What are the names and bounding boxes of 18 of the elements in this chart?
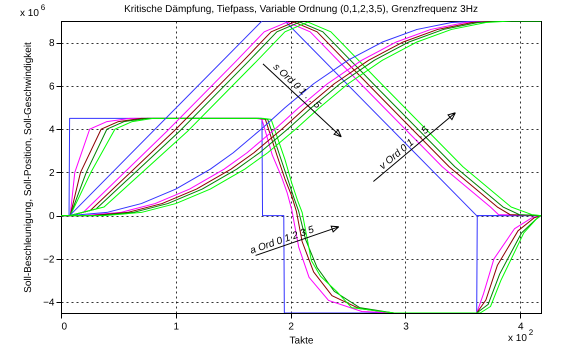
y-tick-label: 0 — [48, 211, 55, 222]
y-tick-label: −4 — [43, 298, 55, 309]
y-tick-label: 6 — [48, 81, 55, 92]
annotation: s Ord 0 1 . . 5 — [270, 62, 323, 112]
y-tick-label: 4 — [48, 124, 55, 136]
x-tick-label: 4 — [518, 322, 524, 332]
y-tick-label: 2 — [48, 168, 55, 179]
x-tick-label: 2 — [288, 322, 294, 332]
x-tick-label: 3 — [403, 322, 410, 332]
x-tick-label: 1 — [174, 322, 180, 332]
y-tick-label: −2 — [43, 254, 55, 266]
x-tick-label: 0 — [62, 322, 68, 332]
chart-title: Kritische Dämpfung, Tiefpass, Variable Ordnung (0,1,2,3,5), Grenzfrequenz 3Hz — [124, 4, 478, 15]
annotation: a Ord 0 1 2 3 5 — [248, 224, 316, 257]
annotation: v Ord 0 1 . . 5 — [378, 124, 432, 172]
y-axis-title: Soll-Beschleunigung, Soll-Position, Soll-Geschwindigkeit — [23, 42, 34, 293]
x-axis-title: Takte — [290, 336, 314, 346]
y-tick-label: 8 — [48, 38, 55, 50]
